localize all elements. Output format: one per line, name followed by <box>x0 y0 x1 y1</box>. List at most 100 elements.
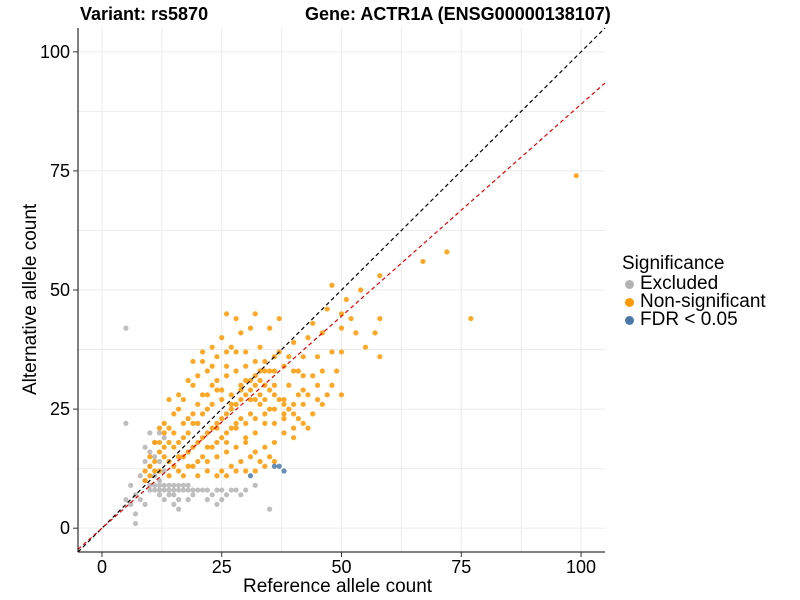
point-non-significant <box>176 439 182 446</box>
point-non-significant <box>338 325 345 331</box>
point-non-significant <box>214 354 220 360</box>
point-non-significant <box>223 311 230 317</box>
point-non-significant <box>252 396 258 403</box>
point-non-significant <box>233 444 239 450</box>
point-excluded <box>185 487 191 493</box>
point-excluded <box>147 487 153 493</box>
point-non-significant <box>243 420 249 426</box>
point-non-significant <box>305 425 311 431</box>
point-non-significant <box>271 458 278 465</box>
point-non-significant <box>166 425 172 431</box>
point-non-significant <box>257 458 263 465</box>
point-non-significant <box>147 473 153 479</box>
point-non-significant <box>223 473 230 479</box>
chart-title-gene: Gene: ACTR1A (ENSG00000138107) <box>305 4 611 24</box>
point-non-significant <box>281 396 287 403</box>
point-excluded <box>152 487 158 493</box>
point-fdr-0-05 <box>281 468 287 474</box>
point-excluded <box>180 487 186 493</box>
point-excluded <box>223 492 230 498</box>
point-non-significant <box>142 477 148 484</box>
point-non-significant <box>305 335 311 341</box>
point-non-significant <box>319 368 325 374</box>
legend-key-non-significant <box>625 297 634 307</box>
point-non-significant <box>329 282 335 288</box>
point-non-significant <box>238 330 244 336</box>
point-non-significant <box>152 458 158 465</box>
point-non-significant <box>238 382 244 388</box>
point-non-significant <box>161 444 167 450</box>
point-non-significant <box>199 435 206 441</box>
point-non-significant <box>310 373 316 379</box>
point-excluded <box>214 501 220 507</box>
point-non-significant <box>195 473 201 479</box>
point-non-significant <box>257 377 263 384</box>
point-non-significant <box>147 454 153 460</box>
point-non-significant <box>295 416 301 422</box>
point-non-significant <box>252 430 258 436</box>
point-non-significant <box>252 358 258 365</box>
point-excluded <box>190 487 196 493</box>
point-non-significant <box>334 368 340 374</box>
point-non-significant <box>300 387 306 393</box>
point-non-significant <box>180 396 186 403</box>
y-axis-title: Alternative allele count <box>20 203 41 395</box>
point-non-significant <box>233 401 239 407</box>
point-non-significant <box>147 463 153 469</box>
point-non-significant <box>286 382 292 388</box>
point-excluded <box>132 511 139 517</box>
point-non-significant <box>247 325 254 331</box>
point-non-significant <box>204 368 210 374</box>
point-non-significant <box>271 368 278 374</box>
point-non-significant <box>228 344 234 350</box>
point-non-significant <box>290 368 297 374</box>
point-non-significant <box>314 382 321 388</box>
y-tick-label: 25 <box>50 399 70 419</box>
point-excluded <box>228 487 234 493</box>
point-excluded <box>123 497 129 503</box>
point-non-significant <box>343 296 349 303</box>
point-non-significant <box>262 368 268 374</box>
point-non-significant <box>358 287 364 293</box>
point-excluded <box>156 492 163 498</box>
point-excluded <box>171 501 177 507</box>
point-non-significant <box>195 439 201 446</box>
point-non-significant <box>290 411 297 417</box>
point-non-significant <box>247 396 254 403</box>
point-non-significant <box>267 368 273 374</box>
point-non-significant <box>257 344 263 350</box>
point-non-significant <box>377 315 383 322</box>
point-non-significant <box>233 420 239 426</box>
point-non-significant <box>166 396 172 403</box>
point-non-significant <box>142 468 148 474</box>
point-excluded <box>142 501 148 507</box>
point-non-significant <box>247 387 254 393</box>
x-tick-label: 25 <box>212 557 232 577</box>
point-non-significant <box>310 320 316 326</box>
point-non-significant <box>324 306 330 312</box>
point-non-significant <box>190 463 196 469</box>
point-non-significant <box>286 354 292 360</box>
point-non-significant <box>214 439 220 446</box>
point-non-significant <box>372 330 378 336</box>
point-non-significant <box>223 349 230 355</box>
point-non-significant <box>271 420 278 426</box>
point-excluded <box>171 482 177 488</box>
legend-item-non-significant: Non-significant <box>622 291 766 312</box>
point-non-significant <box>219 396 225 403</box>
point-non-significant <box>314 396 321 403</box>
point-excluded <box>137 473 143 479</box>
point-non-significant <box>152 439 158 446</box>
point-non-significant <box>329 382 335 388</box>
point-non-significant <box>209 382 215 388</box>
point-non-significant <box>214 473 220 479</box>
point-non-significant <box>314 354 321 360</box>
reference-line-fitted <box>77 82 606 550</box>
point-non-significant <box>295 392 301 398</box>
point-excluded <box>190 492 196 498</box>
y-tick-label: 100 <box>40 42 70 62</box>
point-non-significant <box>377 273 383 279</box>
point-non-significant <box>223 449 230 455</box>
point-non-significant <box>204 406 210 412</box>
legend-title: Significance <box>622 253 725 274</box>
